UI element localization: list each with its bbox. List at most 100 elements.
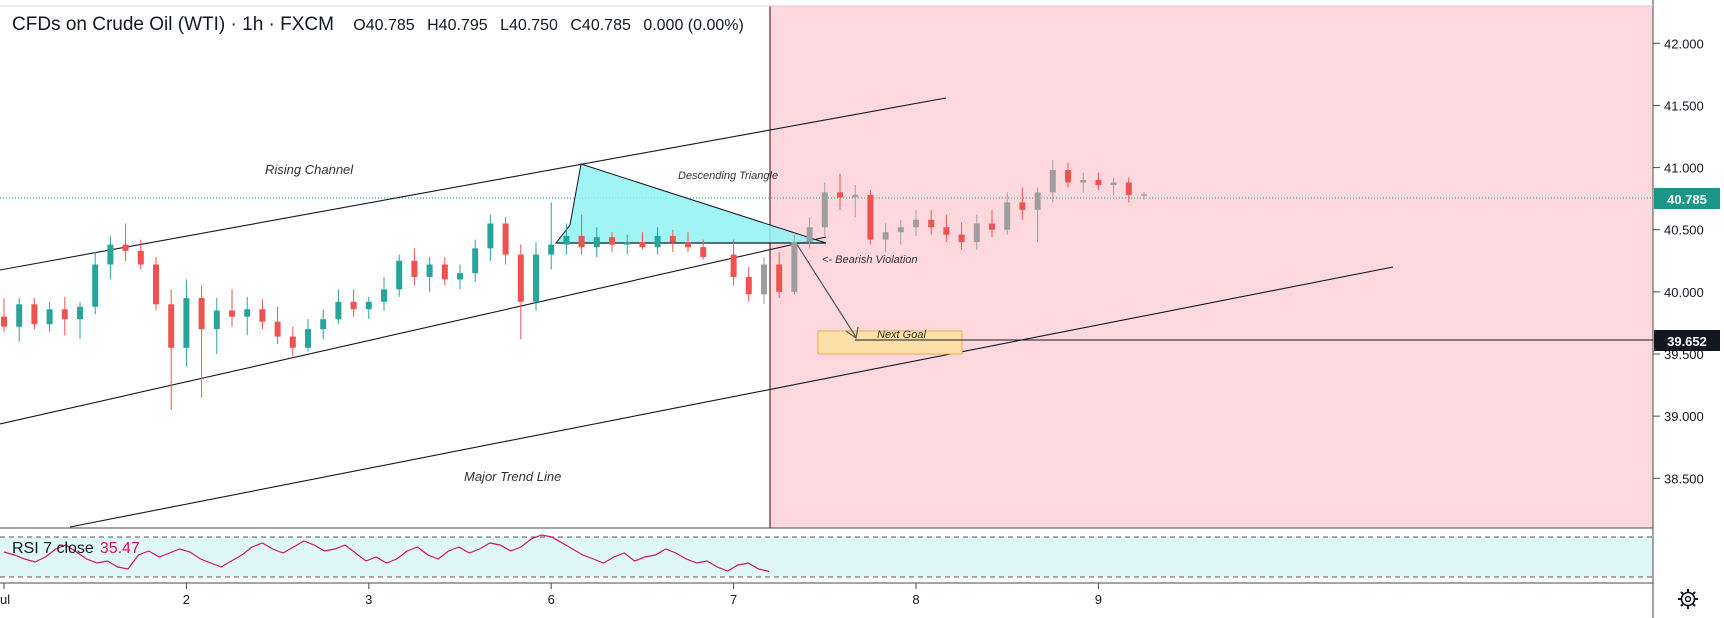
channel-lower-line bbox=[0, 236, 827, 425]
candle bbox=[867, 189, 874, 245]
candle bbox=[989, 209, 995, 238]
rsi-line bbox=[3, 534, 770, 573]
candle bbox=[928, 209, 935, 235]
price-axis[interactable]: 42.00041.50041.00040.50040.00039.50039.0… bbox=[1653, 36, 1704, 486]
candle bbox=[1065, 162, 1071, 188]
candle-body bbox=[1004, 202, 1011, 230]
candle bbox=[153, 257, 159, 311]
candle bbox=[502, 217, 509, 265]
candle bbox=[654, 227, 661, 255]
candle-body bbox=[669, 235, 676, 243]
candle bbox=[1141, 192, 1147, 200]
major-trend-line-label: Major Trend Line bbox=[464, 469, 561, 484]
candle-body bbox=[122, 244, 129, 251]
candle bbox=[685, 232, 691, 253]
symbol-title[interactable]: CFDs on Crude Oil (WTI) · 1h · FXCM bbox=[12, 14, 334, 35]
candle-body bbox=[791, 242, 798, 292]
candle bbox=[943, 214, 950, 243]
candle-body bbox=[654, 235, 661, 248]
candle-body bbox=[1095, 180, 1102, 185]
candle-body bbox=[837, 192, 843, 198]
candle bbox=[730, 239, 737, 286]
high-value: 40.795 bbox=[438, 17, 488, 34]
candle-body bbox=[821, 192, 828, 228]
candle-body bbox=[806, 227, 813, 243]
time-tick-label: 2 bbox=[183, 592, 190, 607]
candle-body bbox=[1034, 192, 1041, 210]
candle bbox=[1, 298, 7, 332]
candle-body bbox=[259, 309, 266, 322]
rsi-legend: RSI 7 close 35.47 bbox=[12, 540, 140, 558]
candle-body bbox=[137, 250, 144, 265]
candle bbox=[1125, 177, 1132, 203]
price-tick-label: 40.000 bbox=[1664, 285, 1704, 300]
candle bbox=[578, 214, 585, 255]
price-tick-label: 41.000 bbox=[1664, 161, 1704, 176]
candle-body bbox=[973, 223, 980, 243]
settings-gear-icon[interactable] bbox=[1678, 589, 1698, 609]
goal-price-tag-bg bbox=[1654, 330, 1720, 351]
candle-body bbox=[897, 227, 904, 233]
candle bbox=[913, 209, 919, 236]
candle bbox=[973, 214, 980, 250]
candle bbox=[593, 227, 600, 258]
candle-body bbox=[761, 264, 767, 295]
candle bbox=[92, 252, 99, 315]
rsi-label[interactable]: RSI 7 close bbox=[12, 540, 94, 557]
candle-body bbox=[305, 329, 311, 348]
candle bbox=[1034, 187, 1041, 243]
candle-body bbox=[563, 235, 570, 245]
candle-body bbox=[457, 273, 463, 280]
candle-body bbox=[852, 194, 859, 198]
low-label: L bbox=[500, 17, 509, 34]
candle-body bbox=[685, 242, 691, 248]
candle bbox=[700, 239, 707, 260]
candle-body bbox=[1019, 202, 1026, 210]
candle-body bbox=[92, 264, 99, 307]
rsi-layer bbox=[3, 534, 770, 573]
time-axis[interactable]: ul 2 3 6 7 8 9 bbox=[0, 583, 1102, 607]
candle-body bbox=[487, 223, 494, 249]
candle bbox=[168, 289, 175, 410]
candle-body bbox=[198, 298, 205, 330]
candle-body bbox=[396, 260, 403, 290]
price-tick-label: 40.500 bbox=[1664, 223, 1704, 238]
candle-body bbox=[609, 237, 615, 245]
candles-layer bbox=[1, 160, 1147, 410]
candle bbox=[441, 257, 448, 286]
candle-body bbox=[913, 219, 919, 228]
candle-body bbox=[700, 247, 707, 258]
candle-body bbox=[107, 244, 114, 265]
high-label: H bbox=[427, 17, 439, 34]
candle-body bbox=[1049, 170, 1056, 193]
candle-body bbox=[61, 309, 68, 320]
chart-header: CFDs on Crude Oil (WTI) · 1h · FXCM O40.… bbox=[12, 14, 752, 36]
rsi-value: 35.47 bbox=[99, 540, 140, 557]
candle-body bbox=[244, 309, 251, 317]
candle-body bbox=[46, 309, 53, 325]
time-tick-label: 9 bbox=[1095, 592, 1102, 607]
open-label: O bbox=[353, 17, 366, 34]
candle bbox=[821, 182, 828, 236]
candle bbox=[472, 239, 479, 282]
candle-body bbox=[335, 301, 342, 320]
candle-body bbox=[381, 289, 387, 302]
candle bbox=[669, 229, 676, 253]
candle bbox=[487, 214, 494, 261]
candle-body bbox=[730, 254, 737, 277]
candle-body bbox=[1110, 182, 1117, 185]
candle-body bbox=[578, 235, 585, 248]
candle bbox=[609, 232, 615, 253]
ohlc-values: O40.785 H40.795 L40.750 C40.785 0.000 (0… bbox=[353, 17, 752, 34]
candle bbox=[639, 232, 646, 250]
candle bbox=[107, 235, 114, 280]
time-tick-label: 6 bbox=[548, 592, 555, 607]
candle-body bbox=[16, 304, 23, 327]
candle-body bbox=[548, 244, 555, 255]
candle-body bbox=[1065, 170, 1071, 183]
rsi-pane-band bbox=[0, 537, 1653, 577]
candle bbox=[882, 223, 889, 253]
candle-body bbox=[183, 298, 190, 348]
rising-channel-label: Rising Channel bbox=[265, 162, 354, 177]
